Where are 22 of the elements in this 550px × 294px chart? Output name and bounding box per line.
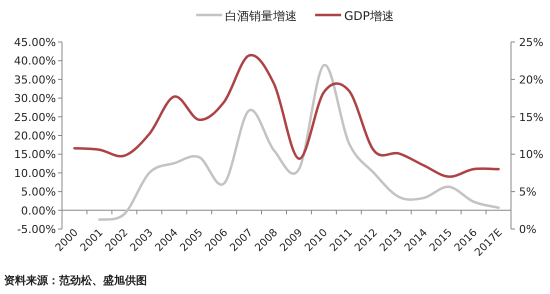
y2-tick-label: 10% bbox=[519, 148, 544, 162]
y-tick-label: 30.00% bbox=[14, 92, 56, 106]
y-tick-label: 40.00% bbox=[14, 54, 56, 68]
y-tick-label: 15.00% bbox=[14, 148, 56, 162]
y-tick-label: 10.00% bbox=[14, 166, 56, 180]
y2-tick-label: 25% bbox=[519, 36, 544, 49]
y-tick-label: 5.00% bbox=[21, 186, 56, 199]
y-tick-label: 0.00% bbox=[21, 204, 56, 218]
y2-tick-label: 20% bbox=[519, 73, 544, 86]
y2-tick-label: 15% bbox=[519, 110, 544, 124]
y2-tick-label: 5% bbox=[519, 186, 536, 199]
text: 资料来源：范劲松、盛旭供图 bbox=[4, 274, 147, 287]
y-tick-label: 25.00% bbox=[14, 110, 56, 124]
line-series bbox=[73, 54, 500, 178]
legend-label: 白酒销量增速 bbox=[225, 9, 298, 23]
line-series bbox=[98, 64, 500, 221]
y-tick-label: 35.00% bbox=[14, 73, 56, 86]
y2-tick-label: 0% bbox=[519, 223, 536, 236]
legend-label: GDP增速 bbox=[344, 9, 394, 23]
y-tick-label: 20.00% bbox=[14, 130, 56, 142]
y-tick-label: 45.00% bbox=[14, 36, 56, 49]
y-tick-label: -5.00% bbox=[17, 223, 56, 236]
